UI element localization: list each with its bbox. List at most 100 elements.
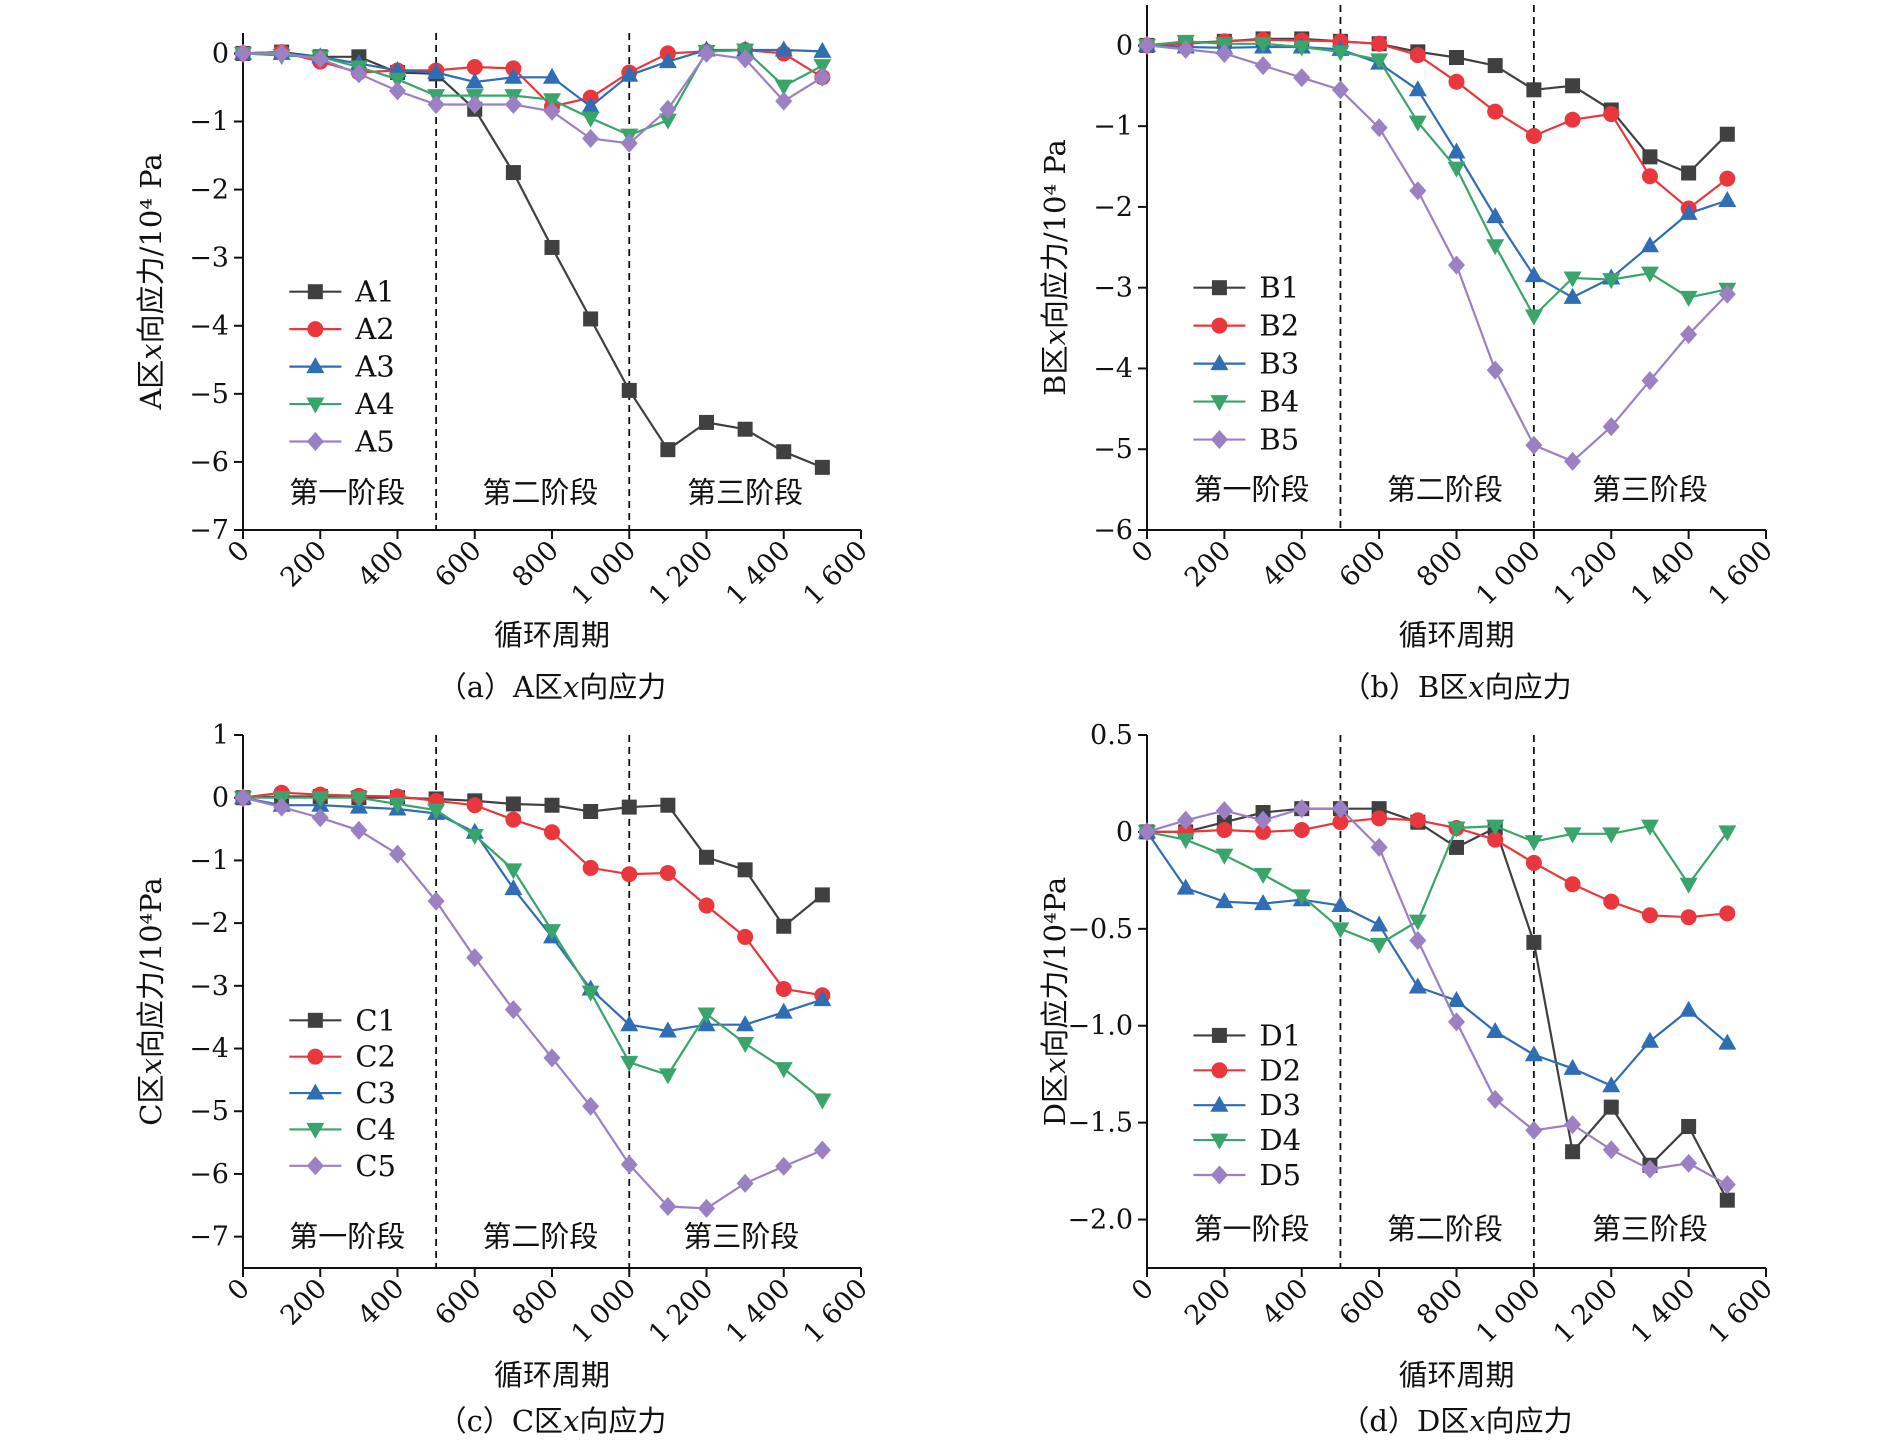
data-point-A3 [774, 40, 793, 57]
series-A1 [235, 44, 830, 475]
y-tick-label: −3 [189, 971, 229, 1002]
x-tick-label: 600 [429, 535, 487, 593]
data-point-C2 [544, 824, 560, 841]
data-point-B3 [1679, 203, 1698, 220]
data-point-D3 [1176, 878, 1195, 895]
legend-entry-A1: A1 [289, 275, 395, 309]
data-point-C5 [350, 820, 368, 840]
panel-caption-part: （b）B区 [1341, 670, 1468, 704]
data-point-C4 [581, 985, 600, 1002]
data-point-D4 [1447, 821, 1466, 838]
data-point-D2 [1641, 907, 1658, 924]
data-point-C5 [813, 1140, 831, 1160]
legend-label: A5 [354, 424, 394, 458]
y-tick-label: −2.0 [1067, 1205, 1133, 1236]
legend-entry-C1: C1 [289, 1003, 396, 1037]
chart-panel-c: 0 200 400 600 800 1 000 1 200 1 400 1 60010−1−2−… [134, 720, 874, 1438]
data-point-D2 [1603, 893, 1620, 910]
data-point-A5 [389, 81, 406, 101]
legend-marker [1211, 1027, 1227, 1043]
data-point-B2 [1641, 168, 1658, 185]
legend-label: D4 [1259, 1123, 1301, 1157]
data-point-A5 [698, 43, 715, 63]
data-point-A4 [388, 72, 407, 89]
data-point-B2 [1564, 111, 1581, 128]
legend-entry-B1: B1 [1193, 271, 1299, 305]
x-tick-label: 1 600 [797, 535, 874, 612]
data-point-C5 [311, 808, 329, 828]
data-point-B4 [1331, 45, 1350, 62]
data-point-C5 [543, 1048, 561, 1068]
legend-entry-D1: D1 [1193, 1018, 1301, 1052]
panel-caption-part: 向应力 [579, 670, 666, 704]
y-tick-label: 0 [1116, 30, 1133, 61]
legend-entry-B4: B4 [1193, 385, 1299, 419]
data-point-A3 [658, 52, 677, 69]
data-point-C4 [774, 1062, 793, 1079]
y-tick-label: −1 [189, 845, 229, 876]
data-point-D1 [1719, 1192, 1735, 1208]
series-B5 [1138, 35, 1736, 471]
data-point-D2 [1216, 821, 1233, 838]
data-point-A2 [466, 59, 483, 76]
data-point-B5 [1641, 371, 1659, 391]
legend-label: B4 [1259, 385, 1299, 419]
legend-marker [1210, 430, 1228, 450]
panel-caption-part: 向应力 [1485, 670, 1572, 704]
data-point-A5 [775, 91, 793, 111]
data-point-A3 [465, 72, 484, 89]
data-point-B1 [1487, 58, 1503, 74]
legend-label: A1 [354, 275, 394, 309]
data-point-D3 [1215, 892, 1234, 909]
data-point-A5 [504, 94, 522, 114]
data-point-A5 [466, 94, 484, 114]
data-point-D4 [1486, 819, 1505, 836]
data-point-A5 [543, 101, 561, 121]
data-point-B5 [1680, 325, 1698, 345]
data-point-D4 [1370, 937, 1389, 954]
data-point-D5 [1641, 1159, 1659, 1179]
data-point-B3 [1524, 266, 1543, 283]
x-tick-label: 1 600 [1702, 1273, 1779, 1350]
x-tick-label: 800 [1411, 1273, 1469, 1331]
data-point-B2 [1603, 106, 1620, 123]
series-line-C4 [243, 796, 824, 1101]
data-point-B4 [1679, 290, 1698, 307]
data-point-B3 [1718, 190, 1737, 207]
y-tick-label: −6 [189, 447, 229, 478]
data-point-A1 [544, 239, 560, 255]
data-point-C5 [234, 788, 252, 808]
data-point-D5 [1138, 822, 1156, 842]
data-point-A5 [582, 129, 600, 149]
series-D4 [1138, 819, 1737, 954]
series-line-A4 [242, 48, 823, 137]
data-point-D4 [1524, 835, 1543, 852]
x-tick-label: 1 200 [643, 535, 720, 612]
legend-marker [307, 1012, 323, 1028]
legend-entry-C2: C2 [289, 1040, 396, 1074]
data-point-C2 [582, 859, 599, 876]
data-point-A3 [813, 41, 832, 58]
panel-caption: （a）A区x向应力 [438, 670, 667, 704]
legend-entry-C4: C4 [289, 1112, 396, 1146]
data-point-C3 [774, 1002, 793, 1019]
x-tick-label: 800 [507, 1273, 565, 1331]
data-point-B5 [1254, 56, 1272, 76]
data-point-B4 [1292, 40, 1311, 57]
data-point-D5 [1525, 1120, 1543, 1140]
x-tick-label: 1 400 [1625, 535, 1702, 612]
legend-marker [1211, 317, 1228, 334]
data-point-D1 [1681, 1119, 1697, 1135]
data-point-C5 [736, 1173, 754, 1193]
data-point-D3 [1447, 991, 1466, 1008]
legend-marker [306, 397, 325, 414]
data-point-D5 [1564, 1115, 1582, 1135]
data-point-A5 [273, 43, 291, 63]
legend-entry-D3: D3 [1193, 1088, 1301, 1122]
data-point-D2 [1332, 814, 1349, 831]
y-axis-title-part: D区 [1038, 1074, 1072, 1126]
data-point-C5 [698, 1198, 715, 1218]
legend-label: C4 [355, 1112, 396, 1146]
data-point-A3 [504, 67, 523, 84]
legend-marker [1211, 280, 1227, 296]
